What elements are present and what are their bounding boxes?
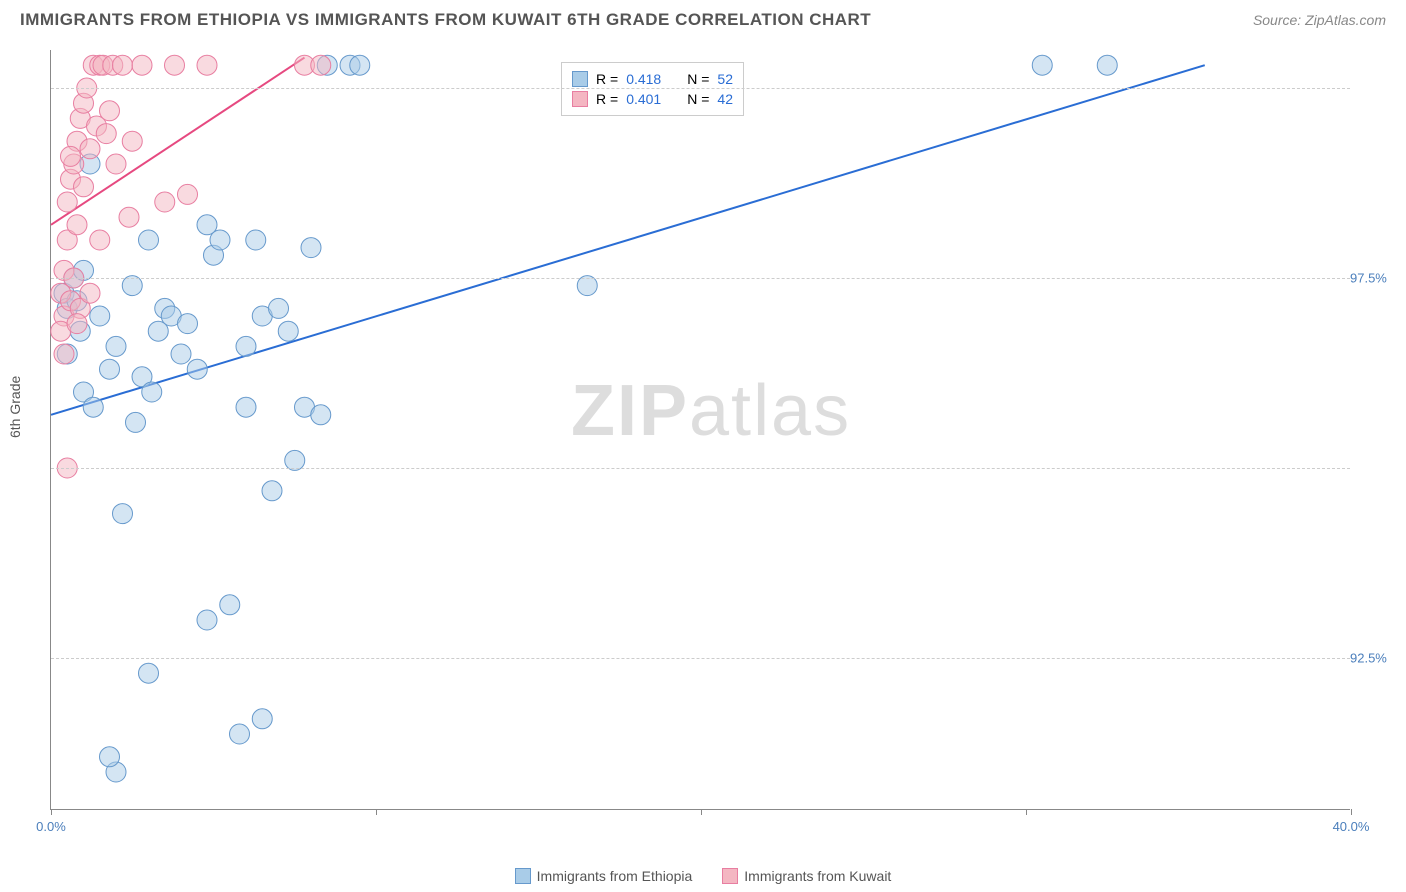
legend-item-kuwait: Immigrants from Kuwait — [722, 868, 891, 884]
y-tick-label: 97.5% — [1350, 271, 1400, 286]
data-point — [210, 230, 230, 250]
data-point — [230, 724, 250, 744]
data-point — [83, 397, 103, 417]
legend-label-kuwait: Immigrants from Kuwait — [744, 868, 891, 884]
data-point — [126, 412, 146, 432]
data-point — [171, 344, 191, 364]
data-point — [74, 177, 94, 197]
x-tick-label: 40.0% — [1333, 819, 1370, 834]
data-point — [106, 154, 126, 174]
data-point — [139, 663, 159, 683]
swatch-ethiopia — [572, 71, 588, 87]
data-point — [301, 238, 321, 258]
x-tick-mark — [701, 809, 702, 815]
n-label: N = — [687, 71, 709, 87]
r-label: R = — [596, 71, 618, 87]
data-point — [80, 139, 100, 159]
data-point — [139, 230, 159, 250]
n-value-kuwait: 42 — [717, 91, 733, 107]
n-label: N = — [687, 91, 709, 107]
data-point — [236, 397, 256, 417]
legend-row-ethiopia: R = 0.418 N = 52 — [572, 69, 733, 89]
data-point — [252, 709, 272, 729]
gridline — [51, 278, 1350, 279]
data-point — [311, 55, 331, 75]
data-point — [54, 344, 74, 364]
data-point — [350, 55, 370, 75]
data-point — [113, 55, 133, 75]
r-value-ethiopia: 0.418 — [626, 71, 661, 87]
data-point — [311, 405, 331, 425]
x-tick-mark — [1026, 809, 1027, 815]
data-point — [90, 230, 110, 250]
data-point — [132, 55, 152, 75]
data-point — [113, 504, 133, 524]
data-point — [262, 481, 282, 501]
series-legend: Immigrants from Ethiopia Immigrants from… — [0, 868, 1406, 884]
data-point — [80, 283, 100, 303]
x-tick-mark — [376, 809, 377, 815]
data-point — [1032, 55, 1052, 75]
r-value-kuwait: 0.401 — [626, 91, 661, 107]
data-point — [100, 359, 120, 379]
correlation-legend: R = 0.418 N = 52 R = 0.401 N = 42 — [561, 62, 744, 116]
data-point — [61, 146, 81, 166]
x-tick-mark — [51, 809, 52, 815]
data-point — [100, 747, 120, 767]
data-point — [100, 101, 120, 121]
y-axis-label: 6th Grade — [7, 376, 23, 438]
legend-row-kuwait: R = 0.401 N = 42 — [572, 89, 733, 109]
plot-svg — [51, 50, 1350, 809]
data-point — [119, 207, 139, 227]
data-point — [96, 124, 116, 144]
gridline — [51, 658, 1350, 659]
x-tick-mark — [1351, 809, 1352, 815]
data-point — [220, 595, 240, 615]
data-point — [246, 230, 266, 250]
swatch-kuwait — [572, 91, 588, 107]
data-point — [165, 55, 185, 75]
data-point — [142, 382, 162, 402]
swatch-ethiopia-icon — [515, 868, 531, 884]
gridline — [51, 88, 1350, 89]
y-tick-label: 92.5% — [1350, 651, 1400, 666]
r-label: R = — [596, 91, 618, 107]
gridline — [51, 468, 1350, 469]
chart-title: IMMIGRANTS FROM ETHIOPIA VS IMMIGRANTS F… — [20, 10, 871, 30]
data-point — [197, 55, 217, 75]
x-tick-label: 0.0% — [36, 819, 66, 834]
data-point — [278, 321, 298, 341]
data-point — [269, 298, 289, 318]
data-point — [155, 192, 175, 212]
data-point — [178, 184, 198, 204]
data-point — [122, 131, 142, 151]
data-point — [236, 336, 256, 356]
data-point — [106, 336, 126, 356]
data-point — [57, 192, 77, 212]
n-value-ethiopia: 52 — [717, 71, 733, 87]
swatch-kuwait-icon — [722, 868, 738, 884]
data-point — [187, 359, 207, 379]
chart-plot-area: ZIPatlas R = 0.418 N = 52 R = 0.401 N = … — [50, 50, 1350, 810]
data-point — [67, 314, 87, 334]
data-point — [90, 306, 110, 326]
data-point — [197, 610, 217, 630]
source-label: Source: ZipAtlas.com — [1253, 12, 1386, 28]
data-point — [178, 314, 198, 334]
data-point — [1097, 55, 1117, 75]
legend-label-ethiopia: Immigrants from Ethiopia — [537, 868, 693, 884]
legend-item-ethiopia: Immigrants from Ethiopia — [515, 868, 693, 884]
data-point — [67, 215, 87, 235]
